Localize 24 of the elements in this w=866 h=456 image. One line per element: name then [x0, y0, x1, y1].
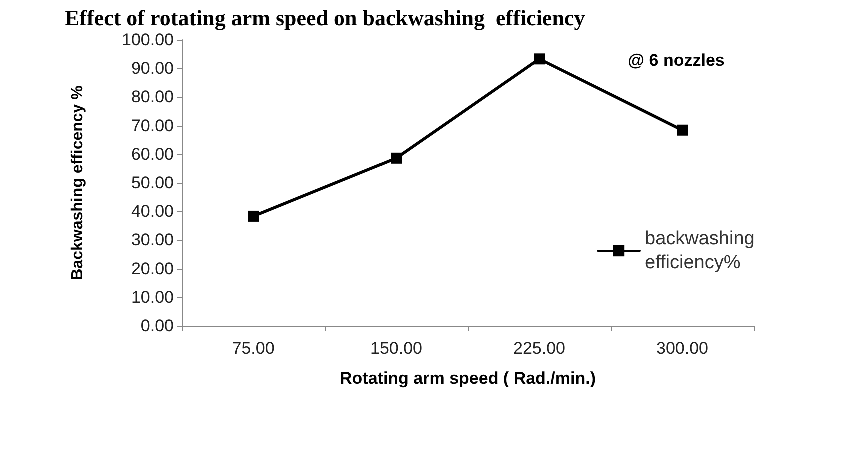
x-tick-label: 75.00: [232, 339, 275, 358]
y-axis-title: Backwashing efficency %: [70, 86, 86, 280]
x-axis-title: Rotating arm speed ( Rad./min.): [340, 369, 596, 388]
y-tick-label: 70.00: [131, 116, 174, 136]
y-tick-label: 10.00: [131, 288, 174, 307]
point: [391, 152, 402, 164]
point: [248, 210, 259, 222]
y-tick-label: 30.00: [131, 230, 174, 250]
x-tick-label: 225.00: [514, 339, 566, 358]
point: [677, 124, 688, 136]
y-tick-label: 40.00: [131, 202, 174, 222]
y-tick-label: 20.00: [131, 259, 174, 278]
x-tick-label: 300.00: [656, 339, 708, 358]
legend-label: backwashing efficiency%: [645, 228, 760, 274]
annotation: @ 6 nozzles: [628, 51, 725, 70]
point: [534, 54, 545, 65]
y-tick-label: 90.00: [131, 59, 174, 78]
y-tick-label: 50.00: [131, 174, 174, 192]
y-tick-label: 0.00: [140, 316, 174, 336]
y-tick-label: 100.00: [122, 30, 174, 50]
y-tick-label: 80.00: [131, 88, 174, 107]
x-tick-label: 150.00: [370, 339, 422, 358]
y-tick-label: 60.00: [131, 144, 174, 164]
chart-title: Effect of rotating arm speed on backwashing efficiency: [65, 6, 586, 30]
